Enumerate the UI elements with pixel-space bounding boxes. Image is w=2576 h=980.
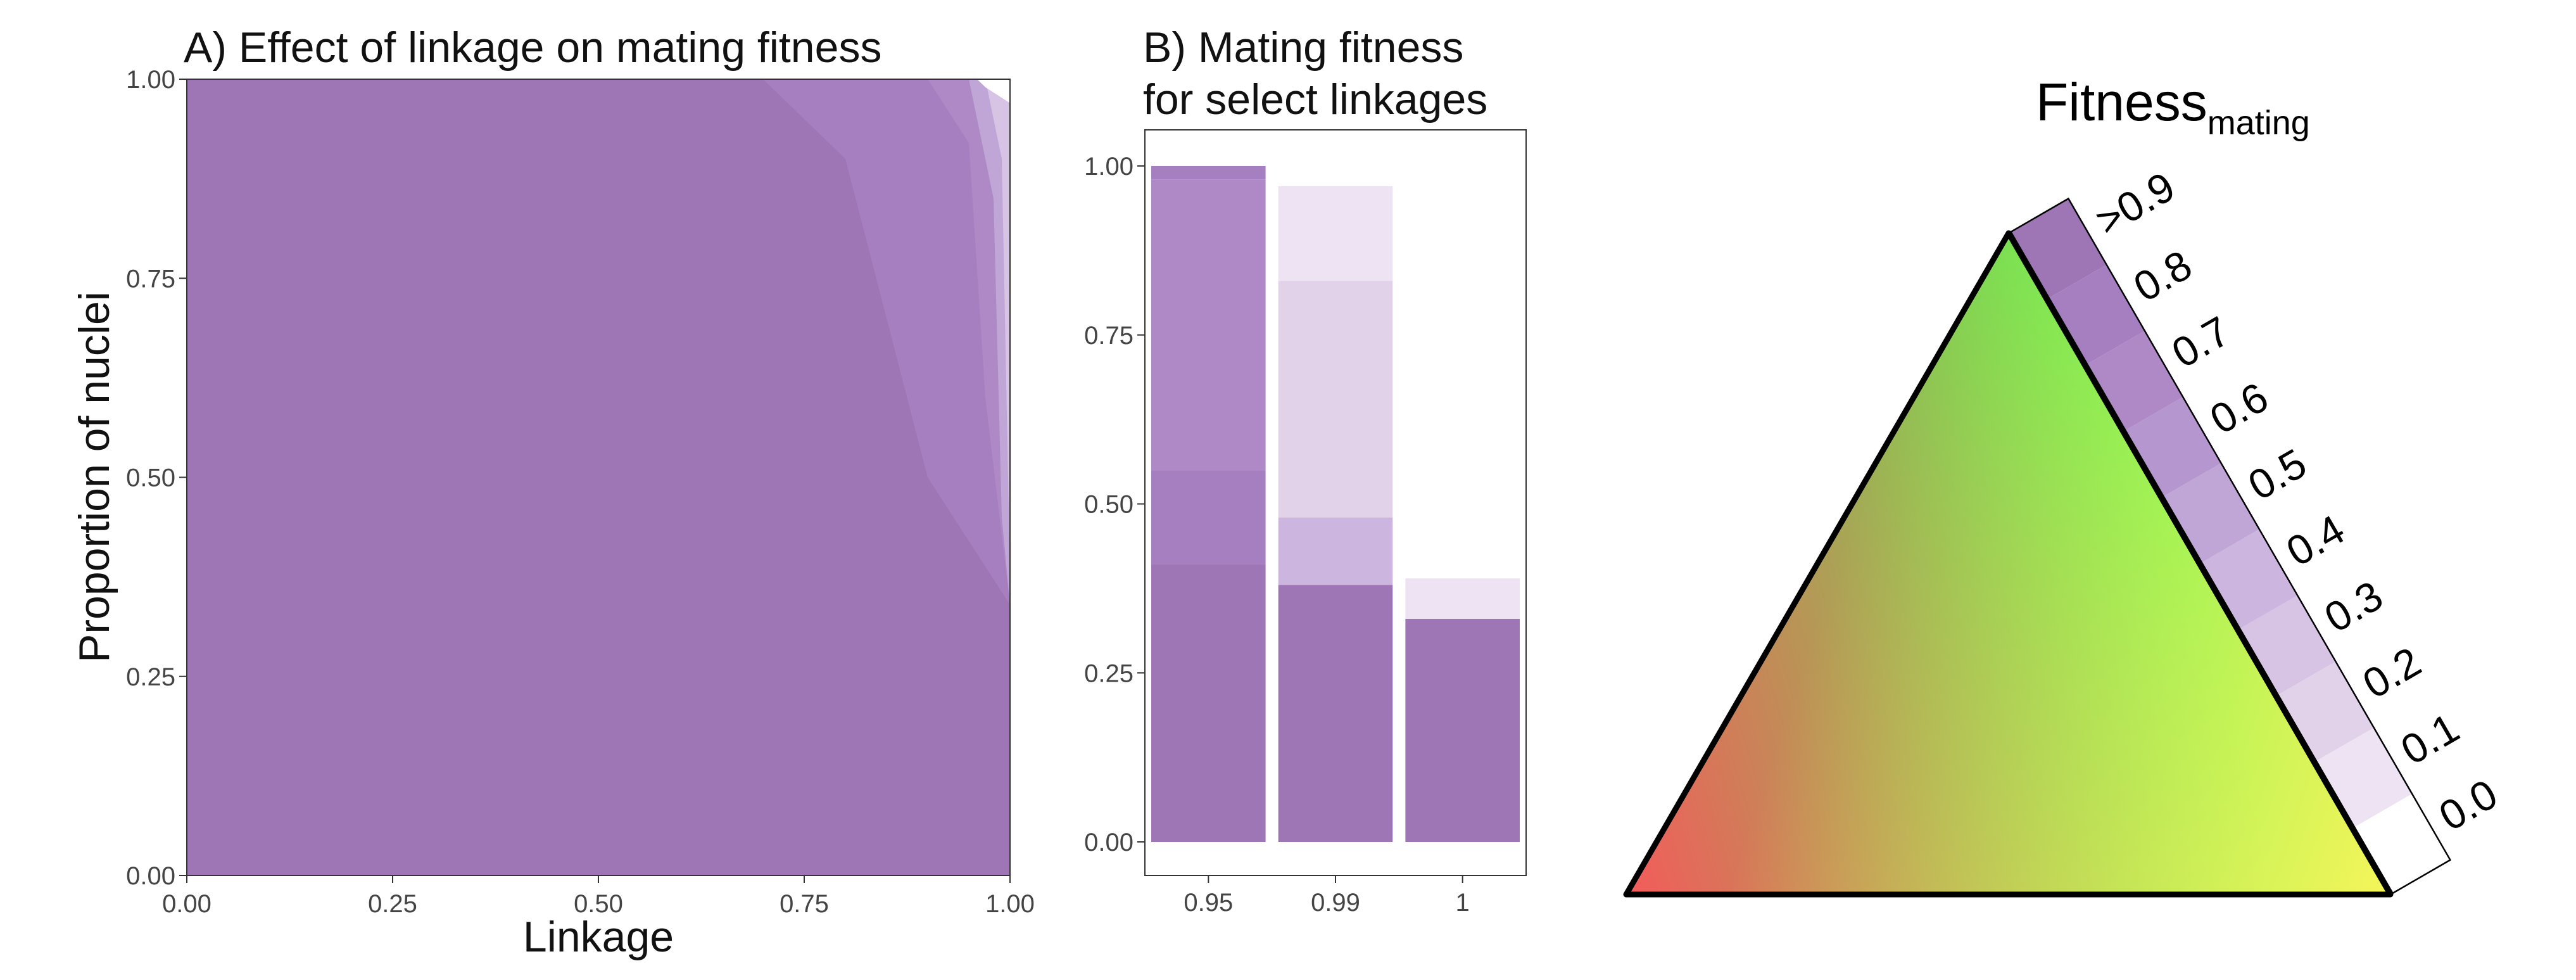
x-tick-label: 0.50 — [574, 890, 623, 918]
ternary-gradient-right — [1626, 233, 2390, 894]
bar-segment-gt0-9 — [1278, 585, 1393, 842]
bar-segment-0-4 — [1278, 517, 1393, 585]
y-tick-label: 0.75 — [126, 265, 175, 293]
fitness-region-gt0-9 — [187, 79, 1010, 875]
panel-a-x-label: Linkage — [523, 913, 674, 961]
fitness-region-0-3 — [985, 79, 1010, 573]
panel-b-plot-area — [1151, 166, 1520, 842]
y-tick-label: 1.00 — [126, 66, 175, 94]
x-tick-label: 1.00 — [985, 890, 1035, 918]
panel-a-y-label: Proportion of nuclei — [70, 291, 118, 663]
ternary-triangle-outline — [1623, 230, 2394, 898]
y-tick-label: 0.50 — [126, 464, 175, 492]
legend-level-label: 0.8 — [2126, 241, 2199, 310]
bar-segment-0-8 — [1151, 470, 1266, 565]
panel-a-title: A) Effect of linkage on mating fitness — [184, 23, 881, 72]
legend-title: Fitnessmating — [2036, 72, 2310, 142]
panel-b-x-axis: 0.95 0.99 1 — [1184, 875, 1470, 917]
x-tick-label: 0.75 — [780, 890, 829, 918]
y-tick-label: 0.50 — [1084, 491, 1133, 519]
bar-segment-gt0-9 — [1405, 618, 1520, 842]
y-tick-label: 0.25 — [126, 663, 175, 691]
x-tick-label: 0.00 — [162, 890, 212, 918]
ternary-legend: Fitnessmating >0.90.80.70.60.50.40.30.20… — [1623, 72, 2505, 898]
legend-level-label: 0.0 — [2431, 770, 2504, 840]
panel-a: A) Effect of linkage on mating fitness 0… — [70, 23, 1035, 961]
x-tick-label: 1 — [1456, 889, 1470, 917]
y-tick-label: 0.00 — [1084, 829, 1133, 856]
bar-segment-0-2 — [1278, 281, 1393, 518]
x-tick-label: 0.95 — [1184, 889, 1233, 917]
legend-level-label: 0.7 — [2164, 307, 2237, 377]
panel-b-title: B) Mating fitness for select linkages — [1143, 23, 1487, 124]
legend-level-label: 0.1 — [2393, 704, 2466, 773]
fitness-region-0-7 — [928, 79, 1010, 605]
y-tick-label: 0.25 — [1084, 659, 1133, 687]
x-tick-label: 0.25 — [368, 890, 417, 918]
legend-level-label: 0.4 — [2278, 506, 2352, 575]
fitness-region-0-0 — [977, 79, 1010, 103]
panel-b: B) Mating fitness for select linkages 0.… — [1084, 23, 1527, 917]
panel-b-y-axis: 0.00 0.25 0.50 0.75 1.00 — [1084, 153, 1145, 856]
y-tick-label: 0.75 — [1084, 322, 1133, 350]
legend-scale-outline — [2009, 197, 2452, 894]
y-tick-label: 0.00 — [126, 862, 175, 890]
fitness-region-0-8 — [763, 79, 1010, 605]
legend-level-label: 0.6 — [2202, 373, 2276, 443]
bar-0-95 — [1151, 166, 1266, 842]
legend-level-label: 0.3 — [2316, 571, 2390, 641]
panel-b-title-line-1: B) Mating fitness — [1143, 23, 1463, 72]
legend-level-label: >0.9 — [2088, 163, 2183, 245]
bar-0-99 — [1278, 186, 1393, 842]
legend-title-subscript: mating — [2207, 104, 2310, 142]
bar-segment-0-1 — [1405, 578, 1520, 619]
legend-level-label: 0.5 — [2240, 440, 2314, 509]
bar-segment-0-1 — [1278, 186, 1393, 281]
panel-b-title-line-2: for select linkages — [1143, 75, 1487, 124]
bar-segment-0-8 — [1151, 166, 1266, 180]
fitness-region-0-5 — [969, 79, 1010, 605]
panel-a-y-axis: 0.00 0.25 0.50 0.75 1.00 — [126, 66, 187, 890]
x-tick-label: 0.99 — [1311, 889, 1360, 917]
bar-1 — [1405, 578, 1520, 842]
panel-a-plot-area — [187, 79, 1010, 875]
y-tick-label: 1.00 — [1084, 153, 1133, 181]
bar-segment-0-7 — [1151, 179, 1266, 471]
legend-level-label: 0.2 — [2355, 638, 2428, 708]
bar-segment-gt0-9 — [1151, 564, 1266, 842]
legend-title-main: Fitness — [2036, 72, 2207, 132]
panel-a-x-axis: 0.00 0.25 0.50 0.75 1.00 — [162, 875, 1035, 918]
